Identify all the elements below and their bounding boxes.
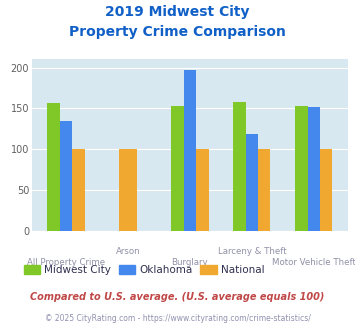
Bar — [184, 70, 196, 231]
Text: 2019 Midwest City: 2019 Midwest City — [105, 5, 250, 19]
Bar — [171, 106, 184, 231]
Bar — [72, 149, 84, 231]
Text: All Property Crime: All Property Crime — [27, 258, 105, 267]
Text: © 2025 CityRating.com - https://www.cityrating.com/crime-statistics/: © 2025 CityRating.com - https://www.city… — [45, 314, 310, 323]
Text: Motor Vehicle Theft: Motor Vehicle Theft — [272, 258, 355, 267]
Bar — [48, 103, 60, 231]
Text: Burglary: Burglary — [171, 258, 208, 267]
Bar — [60, 121, 72, 231]
Legend: Midwest City, Oklahoma, National: Midwest City, Oklahoma, National — [20, 261, 269, 280]
Bar — [246, 134, 258, 231]
Text: Property Crime Comparison: Property Crime Comparison — [69, 25, 286, 39]
Text: Larceny & Theft: Larceny & Theft — [218, 248, 286, 256]
Text: Arson: Arson — [116, 248, 140, 256]
Bar — [196, 149, 208, 231]
Bar — [308, 107, 320, 231]
Text: Compared to U.S. average. (U.S. average equals 100): Compared to U.S. average. (U.S. average … — [30, 292, 325, 302]
Bar — [258, 149, 271, 231]
Bar — [295, 106, 308, 231]
Bar — [119, 149, 137, 231]
Bar — [320, 149, 332, 231]
Bar — [233, 102, 246, 231]
